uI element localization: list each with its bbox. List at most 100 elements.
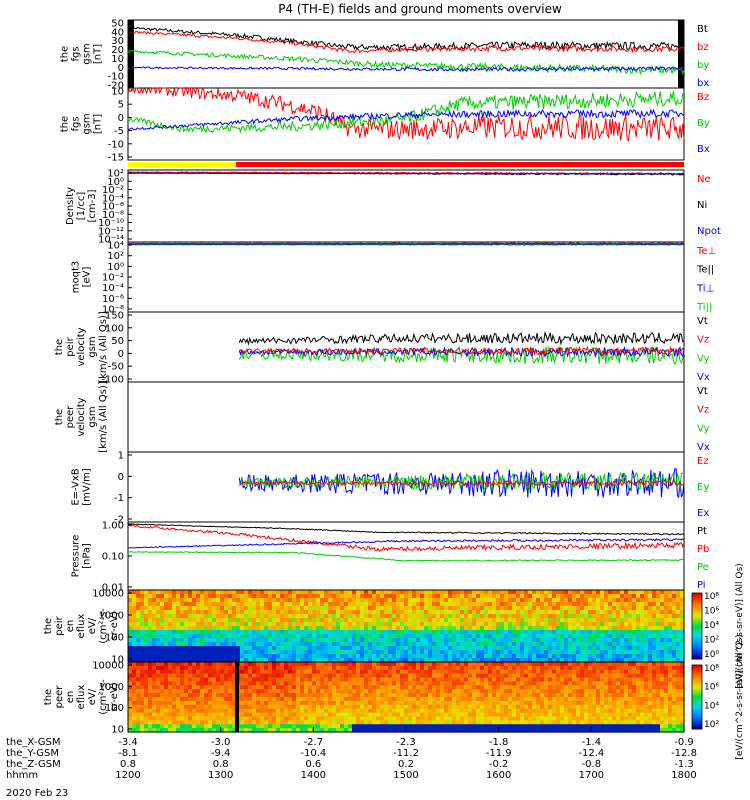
heatmap-cell [300, 724, 305, 729]
heatmap-cell [220, 598, 225, 603]
heatmap-cell [352, 665, 357, 671]
heatmap-cell [588, 642, 593, 647]
heatmap-cell [608, 704, 613, 710]
heatmap-cell [372, 728, 377, 733]
heatmap-cell [128, 614, 133, 619]
heatmap-cell [620, 697, 625, 702]
heatmap-cell [328, 669, 333, 675]
heatmap-cell [284, 658, 289, 663]
heatmap-cell [440, 689, 445, 694]
heatmap-cell [200, 650, 205, 655]
heatmap-cell [364, 654, 369, 659]
heatmap-cell [376, 697, 381, 702]
heatmap-cell [128, 724, 133, 729]
heatmap-cell [152, 638, 157, 643]
heatmap-cell [576, 677, 581, 683]
heatmap-cell [228, 606, 233, 611]
heatmap-cell [596, 677, 601, 683]
heatmap-cell [128, 716, 133, 721]
heatmap-cell [220, 677, 225, 683]
heatmap-cell [372, 642, 377, 647]
heatmap-cell [604, 685, 609, 690]
heatmap-cell [276, 622, 281, 627]
heatmap-cell [668, 642, 673, 647]
heatmap-cell [156, 594, 161, 599]
heatmap-cell [664, 630, 669, 635]
heatmap-cell [272, 622, 277, 627]
heatmap-cell [512, 606, 517, 611]
heatmap-cell [476, 630, 481, 635]
heatmap-cell [208, 665, 213, 671]
heatmap-cell [216, 700, 221, 706]
heatmap-cell [172, 598, 177, 603]
heatmap-cell [652, 618, 657, 623]
heatmap-cell [556, 638, 561, 643]
heatmap-cell [184, 700, 189, 706]
heatmap-cell [568, 724, 573, 729]
heatmap-cell [248, 646, 253, 651]
heatmap-cell [444, 697, 449, 702]
heatmap-cell [416, 658, 421, 663]
heatmap-cell [296, 665, 301, 671]
heatmap-cell [512, 594, 517, 599]
heatmap-cell [248, 638, 253, 643]
heatmap-cell [408, 681, 413, 686]
heatmap-cell [412, 634, 417, 639]
heatmap-cell [468, 716, 473, 721]
heatmap-cell [296, 728, 301, 733]
heatmap-cell [600, 724, 605, 729]
heatmap-cell [400, 650, 405, 655]
heatmap-cell [400, 602, 405, 607]
heatmap-cell [376, 669, 381, 675]
heatmap-cell [276, 590, 281, 595]
heatmap-cell [448, 693, 453, 698]
heatmap-cell [136, 689, 141, 694]
heatmap-cell [476, 681, 481, 686]
heatmap-cell [612, 654, 617, 659]
heatmap-cell [448, 677, 453, 683]
heatmap-cell [612, 697, 617, 702]
heatmap-cell [468, 654, 473, 659]
heatmap-cell [432, 626, 437, 631]
heatmap-cell [372, 689, 377, 694]
heatmap-cell [152, 634, 157, 639]
heatmap-cell [616, 700, 621, 706]
heatmap-cell [408, 700, 413, 706]
heatmap-cell [592, 618, 597, 623]
heatmap-cell [440, 622, 445, 627]
y-axis-label: (cm²-s- [98, 608, 109, 644]
heatmap-cell [240, 654, 245, 659]
heatmap-cell [328, 724, 333, 729]
heatmap-cell [476, 677, 481, 683]
heatmap-cell [256, 716, 261, 721]
heatmap-cell [560, 708, 565, 714]
heatmap-cell [372, 665, 377, 671]
heatmap-cell [180, 598, 185, 603]
heatmap-cell [244, 650, 249, 655]
heatmap-cell [368, 685, 373, 690]
heatmap-cell [232, 606, 237, 611]
heatmap-cell [380, 602, 385, 607]
heatmap-cell [312, 642, 317, 647]
heatmap-cell [156, 614, 161, 619]
heatmap-cell [152, 728, 157, 733]
heatmap-cell [432, 693, 437, 698]
heatmap-cell [152, 685, 157, 690]
heatmap-cell [624, 693, 629, 698]
heatmap-cell [580, 614, 585, 619]
heatmap-cell [304, 708, 309, 714]
heatmap-cell [144, 728, 149, 733]
heatmap-cell [508, 708, 513, 714]
heatmap-cell [524, 728, 529, 733]
heatmap-cell [476, 622, 481, 627]
heatmap-cell [500, 720, 505, 725]
heatmap-cell [280, 610, 285, 615]
heatmap-cell [288, 677, 293, 683]
heatmap-cell [420, 658, 425, 663]
heatmap-cell [336, 638, 341, 643]
heatmap-cell [444, 598, 449, 603]
heatmap-cell [188, 677, 193, 683]
heatmap-cell [216, 610, 221, 615]
heatmap-cell [488, 654, 493, 659]
heatmap-cell [520, 712, 525, 718]
